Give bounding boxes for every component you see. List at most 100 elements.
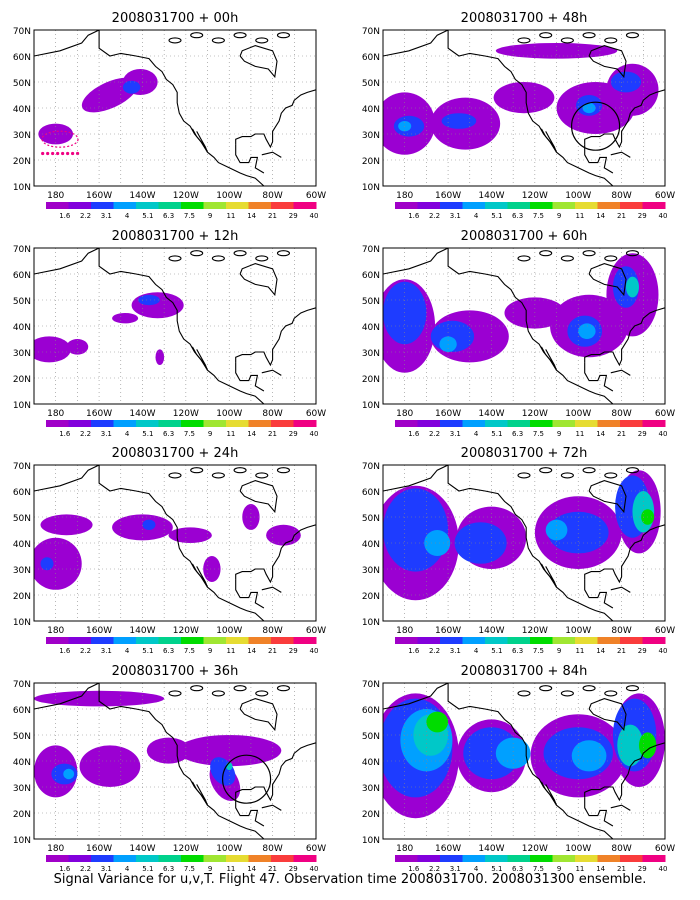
variance-shading [383,470,661,601]
colorbar-segment [158,855,182,862]
variance-region [383,488,449,572]
lon-tick-label: 140W [129,626,155,636]
variance-region [424,530,451,556]
colorbar-label: 40 [659,430,668,438]
map-panel-36h: 2008031700 + 36h 70N 60N 50N 40N 30N 20N 10N 180… [13,664,326,873]
colorbar-label: 2.2 [80,430,91,438]
colorbar-label: 3.1 [450,212,461,220]
lat-tick-label: 30N [13,566,31,576]
panel-title: 2008031700 + 00h [112,11,239,26]
lon-tick-label: 80W [262,626,282,636]
lon-tick-label: 140W [478,191,504,201]
coastlines [383,30,665,186]
lat-tick-label: 40N [13,105,31,115]
grid-lines [383,248,665,404]
colorbar-segment [293,420,317,427]
lat-tick-label: 60N [362,706,380,716]
lon-tick-label: 100W [565,626,591,636]
variance-region [40,557,54,571]
colorbar-label: 9 [208,430,212,438]
colorbar-label: 1.6 [408,647,420,655]
panel-title: 2008031700 + 72h [461,446,588,461]
colorbar-label: 40 [659,647,668,655]
lon-tick-label: 160W [435,409,461,419]
lon-tick-label: 100W [216,409,242,419]
lon-tick-label: 80W [611,191,631,201]
colorbar-segment [530,637,553,644]
lon-tick-label: 140W [129,844,155,854]
colorbar: 1.6 2.2 3.1 4 5.1 6.3 7.5 9 11 14 21 29 40 [395,420,667,438]
colorbar: 1.6 2.2 3.1 4 5.1 6.3 7.5 9 11 14 21 29 40 [46,637,318,655]
colorbar-segment [226,420,249,427]
lat-tick-label: 50N [13,79,31,89]
coastlines [383,465,665,621]
lon-tick-label: 140W [129,409,155,419]
colorbar-label: 11 [575,865,584,873]
variance-region [454,522,507,564]
map-frame [33,464,317,622]
lon-tick-label: 120W [173,844,199,854]
colorbar-label: 7.5 [533,865,544,873]
coastlines [383,683,665,839]
colorbar-segment [507,637,531,644]
colorbar-label: 4 [474,430,479,438]
colorbar-label: 40 [310,212,319,220]
lon-tick-label: 60W [306,191,326,201]
colorbar-label: 11 [575,430,584,438]
lat-tick-label: 10N [362,618,380,628]
colorbar-segment [642,855,666,862]
colorbar-label: 40 [659,865,668,873]
lon-tick-label: 160W [435,191,461,201]
colorbar-segment [462,420,486,427]
colorbar-segment [552,420,576,427]
colorbar-label: 7.5 [184,212,195,220]
colorbar-segment [642,637,666,644]
lat-tick-label: 70N [362,462,380,472]
colorbar-label: 2.2 [429,865,440,873]
lon-tick-label: 120W [522,409,548,419]
colorbar-segment [395,420,418,427]
colorbar-label: 6.3 [512,647,523,655]
lat-tick-label: 70N [13,27,31,37]
highlight-dot [76,151,80,156]
lat-tick-label: 50N [13,514,31,524]
colorbar-segment [271,202,294,209]
colorbar-segment [248,637,272,644]
lat-tick-label: 40N [13,323,31,333]
map-frame [382,682,666,840]
variance-region [582,102,596,114]
grid-lines [383,465,665,621]
variance-region [155,349,165,366]
colorbar-segment [226,855,249,862]
lat-tick-label: 50N [362,79,380,89]
colorbar-segment [417,420,441,427]
colorbar-segment [293,855,317,862]
colorbar-label: 1.6 [59,865,71,873]
lon-tick-label: 160W [435,626,461,636]
variance-region [79,745,141,787]
colorbar-label: 4 [125,865,130,873]
colorbar-segment [68,202,92,209]
colorbar-label: 5.1 [491,430,502,438]
lon-tick-label: 60W [306,626,326,636]
lon-tick-label: 120W [522,844,548,854]
lon-tick-label: 60W [655,409,675,419]
lon-tick-label: 100W [216,191,242,201]
colorbar-segment [552,637,576,644]
lat-tick-label: 40N [362,540,380,550]
colorbar-label: 6.3 [512,212,523,220]
panel-title: 2008031700 + 12h [112,229,239,244]
lat-tick-label: 30N [362,566,380,576]
colorbar-segment [248,202,272,209]
lat-tick-label: 70N [362,27,380,37]
colorbar-label: 14 [247,865,256,873]
colorbar-label: 40 [310,430,319,438]
variance-region [638,732,657,759]
colorbar-label: 4 [125,430,130,438]
lat-tick-label: 70N [13,680,31,690]
colorbar-label: 6.3 [512,430,523,438]
lon-tick-label: 80W [611,626,631,636]
colorbar-label: 4 [474,647,479,655]
colorbar-segment [91,855,114,862]
colorbar-label: 21 [268,430,277,438]
